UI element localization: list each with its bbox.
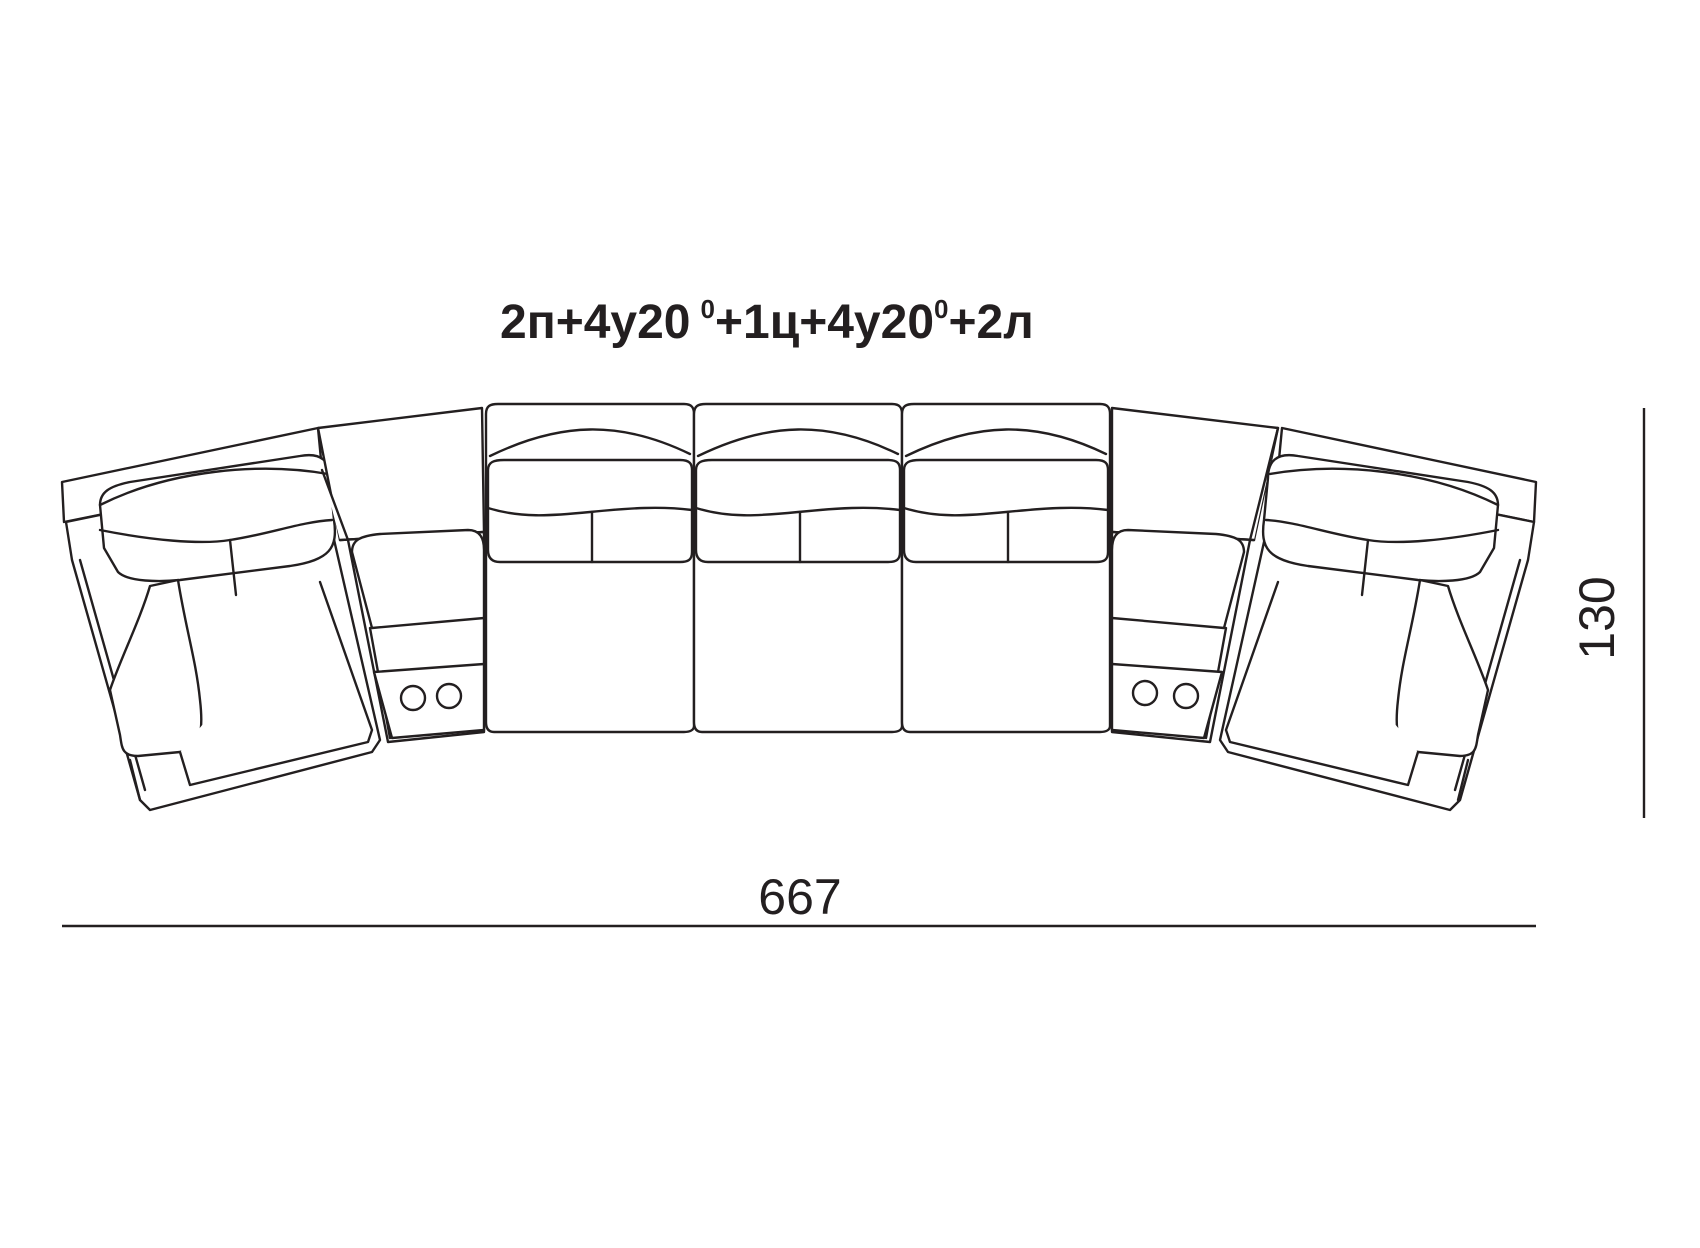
title-part-1: 2п+4у20	[500, 296, 691, 349]
title-part-2: +1ц+4у20	[715, 296, 934, 349]
depth-dimension-label: 130	[1569, 576, 1625, 659]
left-corner-seat	[60, 426, 382, 812]
configuration-title: 2п+4у20 0+1ц+4у200+2л	[500, 294, 1034, 349]
width-dimension-label: 667	[758, 869, 841, 925]
title-superscript-2: 0	[934, 294, 948, 324]
right-console-button-1	[1131, 679, 1159, 707]
width-dimension: 667	[62, 869, 1536, 928]
middle-seat-2	[692, 402, 904, 734]
right-console	[1110, 406, 1280, 744]
left-console-button-1	[399, 684, 427, 712]
left-console-button-2	[435, 682, 463, 710]
left-console	[316, 406, 486, 744]
title-superscript-1: 0	[701, 294, 715, 324]
middle-seat-3	[900, 402, 1112, 734]
right-console-button-2	[1172, 682, 1200, 710]
depth-dimension: 130	[1569, 408, 1646, 818]
title-part-3: +2л	[948, 296, 1033, 349]
middle-seat-1	[484, 402, 696, 734]
right-corner-seat	[1218, 426, 1538, 812]
